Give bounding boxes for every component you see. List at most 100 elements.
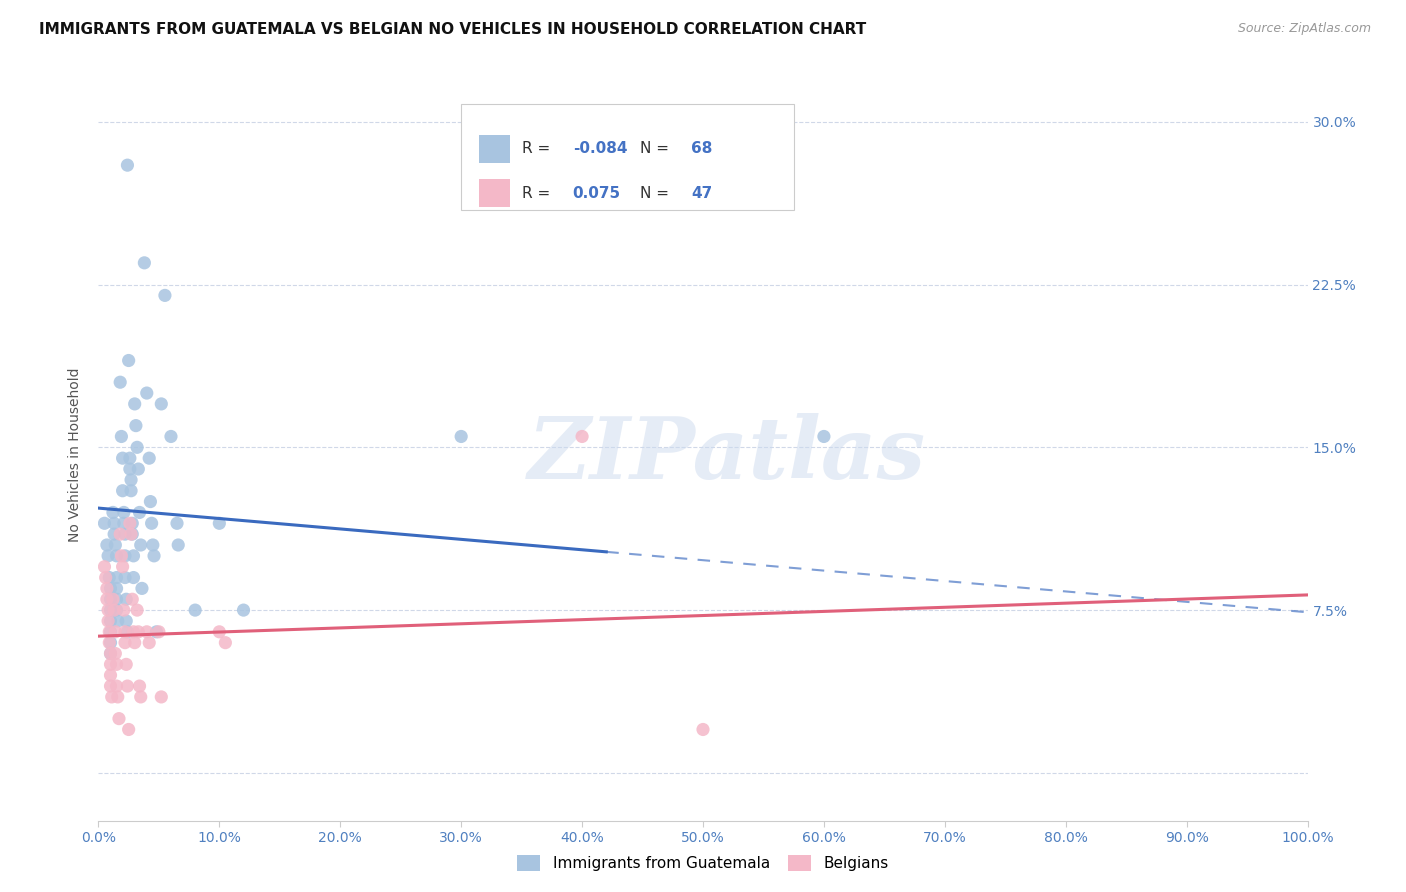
Point — [100, 690, 122, 704]
Point — [129, 538, 152, 552]
Point — [139, 494, 162, 508]
Point — [105, 582, 128, 596]
Point — [118, 516, 141, 531]
Point — [98, 635, 121, 649]
Point — [114, 635, 136, 649]
Text: R =: R = — [522, 142, 555, 156]
Point — [148, 624, 170, 639]
Point — [143, 549, 166, 563]
Point — [101, 592, 124, 607]
Point — [97, 603, 120, 617]
Text: 47: 47 — [692, 186, 713, 201]
Point — [145, 624, 167, 639]
Point — [100, 668, 122, 682]
Point — [138, 635, 160, 649]
Point — [232, 603, 254, 617]
Point — [111, 559, 134, 574]
Point — [134, 256, 156, 270]
Point — [117, 624, 139, 639]
Point — [108, 375, 131, 389]
Point — [120, 473, 142, 487]
Point — [105, 570, 128, 584]
Point — [117, 158, 139, 172]
Point — [150, 397, 173, 411]
Point — [100, 679, 122, 693]
Point — [104, 538, 127, 552]
Point — [131, 582, 153, 596]
Point — [813, 429, 835, 443]
Point — [692, 723, 714, 737]
Point — [97, 614, 120, 628]
Point — [112, 505, 135, 519]
Point — [214, 635, 236, 649]
Text: -0.084: -0.084 — [572, 142, 627, 156]
Point — [153, 288, 176, 302]
Point — [103, 603, 125, 617]
Point — [100, 582, 122, 596]
Point — [114, 624, 136, 639]
Point — [103, 527, 125, 541]
Point — [118, 723, 141, 737]
Point — [118, 353, 141, 368]
Point — [120, 483, 142, 498]
Bar — [479, 179, 510, 208]
Point — [114, 570, 136, 584]
Point — [100, 603, 122, 617]
Point — [100, 647, 122, 661]
Point — [107, 614, 129, 628]
FancyBboxPatch shape — [461, 103, 793, 210]
Point — [184, 603, 207, 617]
Point — [138, 451, 160, 466]
Point — [450, 429, 472, 443]
Point — [96, 538, 118, 552]
Point — [118, 462, 141, 476]
Point — [104, 624, 127, 639]
Point — [100, 592, 122, 607]
Point — [100, 614, 122, 628]
Point — [121, 516, 143, 531]
Text: IMMIGRANTS FROM GUATEMALA VS BELGIAN NO VEHICLES IN HOUSEHOLD CORRELATION CHART: IMMIGRANTS FROM GUATEMALA VS BELGIAN NO … — [39, 22, 866, 37]
Point — [98, 624, 121, 639]
Point — [122, 570, 145, 584]
Point — [120, 527, 142, 541]
Point — [135, 624, 157, 639]
Point — [110, 429, 132, 443]
Point — [96, 582, 118, 596]
Point — [124, 397, 146, 411]
Point — [125, 418, 148, 433]
Point — [100, 635, 122, 649]
Point — [105, 679, 128, 693]
Point — [101, 505, 124, 519]
Point — [122, 624, 145, 639]
Point — [166, 516, 188, 531]
Point — [208, 516, 231, 531]
Point — [103, 516, 125, 531]
Point — [100, 647, 122, 661]
Point — [141, 516, 163, 531]
Point — [93, 559, 115, 574]
Point — [104, 647, 127, 661]
Point — [127, 624, 149, 639]
Point — [93, 516, 115, 531]
Point — [121, 592, 143, 607]
Point — [167, 538, 190, 552]
Point — [107, 690, 129, 704]
Text: Source: ZipAtlas.com: Source: ZipAtlas.com — [1237, 22, 1371, 36]
Point — [105, 603, 128, 617]
Point — [118, 451, 141, 466]
Point — [571, 429, 593, 443]
Y-axis label: No Vehicles in Household: No Vehicles in Household — [69, 368, 83, 542]
Bar — [479, 135, 510, 163]
Point — [105, 657, 128, 672]
Point — [111, 451, 134, 466]
Point — [115, 657, 138, 672]
Point — [112, 516, 135, 531]
Point — [100, 624, 122, 639]
Point — [150, 690, 173, 704]
Point — [128, 505, 150, 519]
Point — [105, 549, 128, 563]
Point — [98, 570, 121, 584]
Point — [127, 440, 149, 454]
Point — [124, 635, 146, 649]
Point — [127, 603, 149, 617]
